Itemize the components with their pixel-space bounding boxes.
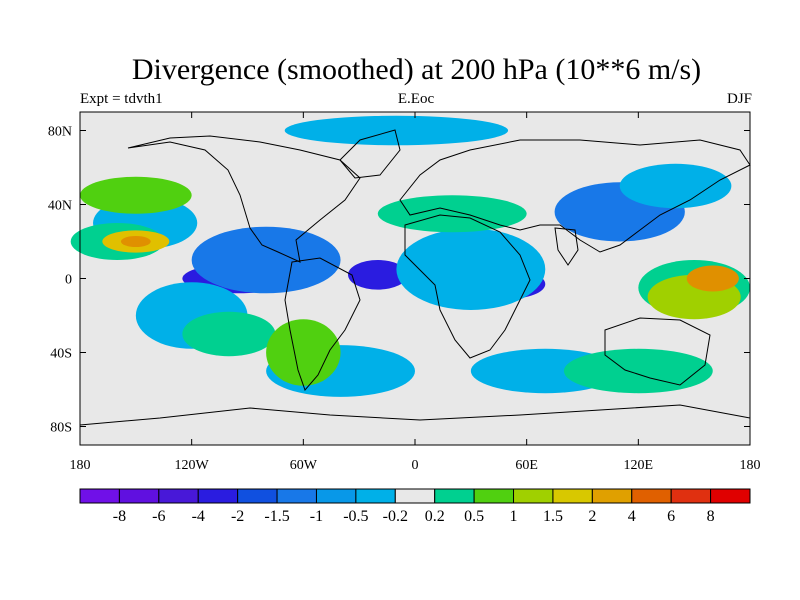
x-tick-label: 60W	[290, 458, 318, 473]
colorbar-label: -2	[231, 508, 244, 525]
x-tick-label: 120E	[624, 458, 654, 473]
colorbar-swatch	[434, 488, 475, 504]
contour-region-15	[377, 195, 527, 233]
coastlines	[79, 129, 751, 426]
coastline-north-america	[127, 135, 361, 263]
contour-region-7	[396, 228, 546, 310]
season-label: DJF	[726, 91, 752, 107]
coastline-south-america	[284, 257, 361, 391]
contour-region-8	[619, 163, 732, 209]
colorbar-label: 0.5	[464, 508, 484, 525]
x-tick-label: 0	[412, 458, 419, 473]
coastline-antarctica	[79, 404, 751, 426]
colorbar: -8 -6 -4 -2 -1.5 -1 -0.5 -0.2 0.2 0.5 1 1.5 2 4 6 8	[79, 488, 751, 525]
colorbar-swatch	[276, 488, 317, 504]
colorbar-label: -0.5	[343, 508, 368, 525]
map-panel	[70, 111, 751, 446]
coastline-australia	[604, 317, 711, 386]
colorbar-label: 2	[588, 508, 596, 525]
x-tick-label: 120W	[175, 458, 210, 473]
colorbar-swatch	[513, 488, 554, 504]
colorbar-label: 1.5	[543, 508, 563, 525]
contour-region-14	[182, 311, 276, 357]
colorbar-swatch	[591, 488, 633, 504]
map-axes: 180 120W 60W 0 60E 120E 180 80N 40N 0 40S 80S	[48, 112, 761, 473]
coastline-india	[554, 227, 579, 266]
x-tick-label: 60E	[515, 458, 538, 473]
colorbar-swatch	[237, 488, 278, 504]
colorbar-swatch	[710, 488, 751, 504]
y-tick-label: 40S	[50, 347, 72, 362]
y-tick-label: 80N	[48, 125, 72, 140]
y-tick-label: 80S	[50, 421, 72, 436]
colorbar-swatch	[118, 488, 160, 504]
colorbar-swatch	[670, 488, 712, 504]
colorbar-swatch	[158, 488, 199, 504]
colorbar-label: -6	[152, 508, 165, 525]
colorbar-label: 6	[667, 508, 675, 525]
coastline-eurasia	[399, 139, 751, 253]
colorbar-label: -1.5	[264, 508, 289, 525]
colorbar-swatch	[473, 488, 515, 504]
region-label: E.Eoc	[397, 91, 435, 107]
colorbar-swatch	[394, 488, 436, 504]
coastline-greenland	[339, 129, 401, 179]
figure-title: Divergence (smoothed) at 200 hPa (10**6 …	[131, 53, 702, 86]
colorbar-swatch	[197, 488, 239, 504]
contour-region-22	[686, 265, 739, 292]
contour-region-12	[284, 115, 509, 146]
contour-region-4	[191, 226, 341, 294]
colorbar-label: 8	[707, 508, 715, 525]
x-tick-label: 180	[740, 458, 761, 473]
contour-region-17	[563, 348, 713, 394]
colorbar-swatch	[552, 488, 593, 504]
colorbar-label: -0.2	[383, 508, 408, 525]
colorbar-label: 4	[628, 508, 636, 525]
colorbar-label: -1	[310, 508, 323, 525]
colorbar-swatch	[631, 488, 672, 504]
contour-region-19	[80, 176, 192, 214]
experiment-label: Expt = tdvth1	[80, 91, 163, 107]
colorbar-swatch	[315, 488, 357, 504]
contour-region-23	[120, 235, 151, 248]
colorbar-label: 1	[510, 508, 518, 525]
x-tick-label: 180	[70, 458, 91, 473]
coastline-africa	[404, 214, 531, 359]
y-tick-label: 40N	[48, 199, 72, 214]
colorbar-swatch	[355, 488, 396, 504]
colorbar-label: -8	[113, 508, 126, 525]
y-tick-label: 0	[65, 273, 72, 288]
colorbar-label: 0.2	[425, 508, 445, 525]
colorbar-swatch	[79, 488, 120, 504]
contour-region-1	[348, 260, 408, 290]
colorbar-label: -4	[192, 508, 205, 525]
contour-region-18	[266, 319, 341, 386]
